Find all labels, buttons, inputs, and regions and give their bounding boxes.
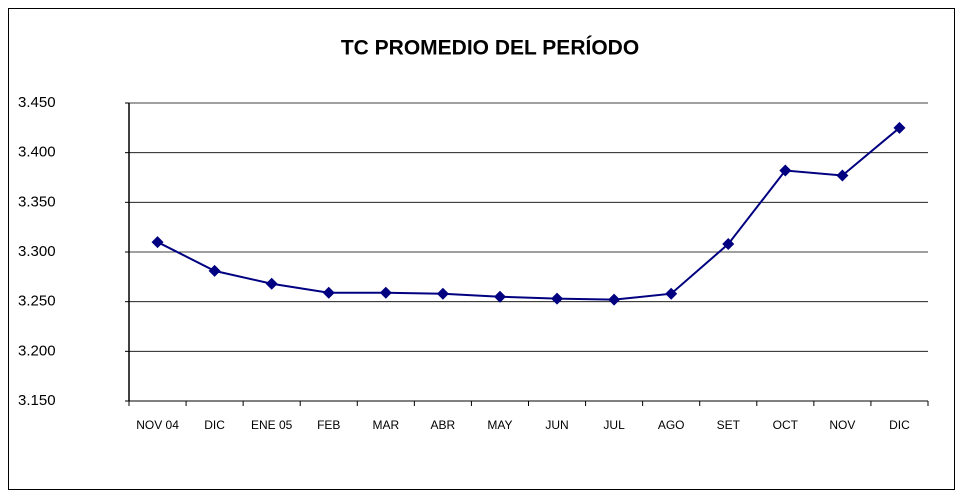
x-tick-label: ABR bbox=[431, 418, 456, 432]
data-marker bbox=[151, 236, 164, 249]
data-marker bbox=[379, 286, 392, 299]
data-marker bbox=[779, 164, 792, 177]
x-tick-label: JUL bbox=[603, 418, 625, 432]
x-tick-label: OCT bbox=[773, 418, 799, 432]
x-tick-label: AGO bbox=[658, 418, 685, 432]
chart-border bbox=[8, 8, 955, 490]
data-marker bbox=[208, 264, 221, 277]
x-tick-label: SET bbox=[717, 418, 741, 432]
y-tick-label: 3.450 bbox=[18, 94, 56, 111]
data-marker bbox=[265, 277, 278, 290]
x-tick-label: MAR bbox=[372, 418, 399, 432]
x-tick-label: JUN bbox=[545, 418, 568, 432]
x-tick-label: NOV bbox=[829, 418, 855, 432]
data-marker bbox=[551, 292, 564, 305]
x-tick-label: MAY bbox=[487, 418, 512, 432]
y-tick-label: 3.300 bbox=[18, 243, 56, 260]
y-tick-label: 3.150 bbox=[18, 392, 56, 409]
data-marker bbox=[322, 286, 335, 299]
data-marker bbox=[608, 293, 621, 306]
x-tick-label: NOV 04 bbox=[136, 418, 179, 432]
y-tick-label: 3.400 bbox=[18, 144, 56, 161]
data-marker bbox=[893, 121, 906, 134]
x-tick-label: ENE 05 bbox=[251, 418, 293, 432]
x-tick-label: FEB bbox=[317, 418, 340, 432]
data-marker bbox=[665, 287, 678, 300]
y-tick-label: 3.250 bbox=[18, 293, 56, 310]
data-line bbox=[157, 127, 901, 301]
x-tick-label: DIC bbox=[889, 418, 910, 432]
y-tick-label: 3.200 bbox=[18, 342, 56, 359]
y-tick-label: 3.350 bbox=[18, 193, 56, 210]
data-marker bbox=[836, 169, 849, 182]
data-marker bbox=[722, 238, 735, 251]
data-marker bbox=[493, 290, 506, 303]
chart-title: TC PROMEDIO DEL PERÍODO bbox=[341, 37, 639, 60]
x-tick-label: DIC bbox=[204, 418, 225, 432]
data-marker bbox=[436, 287, 449, 300]
